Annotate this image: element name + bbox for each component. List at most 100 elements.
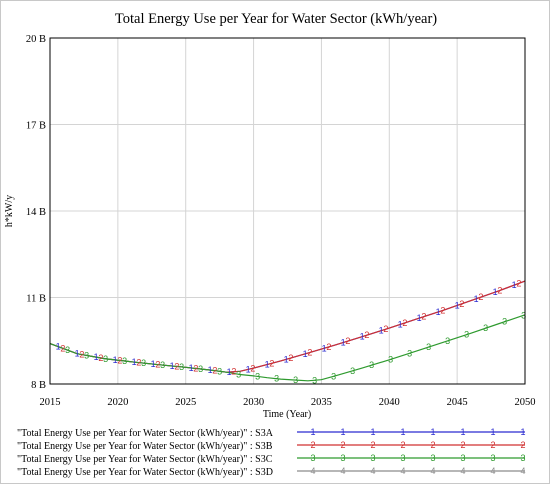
series-marker: 2 <box>117 355 122 365</box>
legend-marker: 4 <box>400 466 405 476</box>
series-marker: 1 <box>227 367 232 377</box>
series-marker: 3 <box>445 336 450 346</box>
legend-marker: 4 <box>310 466 315 476</box>
series-marker: 1 <box>303 349 308 359</box>
legend-marker: 3 <box>460 453 465 463</box>
series-marker: 3 <box>502 317 507 327</box>
legend-marker: 3 <box>370 453 375 463</box>
y-axis-label: h*kW/y <box>4 195 15 227</box>
legend-label: "Total Energy Use per Year for Water Sec… <box>17 467 273 478</box>
legend-marker: 2 <box>340 440 345 450</box>
y-tick-label: 20 B <box>26 34 46 45</box>
series-marker: 1 <box>341 338 346 348</box>
series-lines <box>49 280 526 382</box>
series-marker: 1 <box>208 365 213 375</box>
series-marker: 2 <box>212 366 217 376</box>
legend-marker: 3 <box>400 453 405 463</box>
series-marker: 3 <box>388 354 393 364</box>
legend-marker: 2 <box>490 440 495 450</box>
series-marker: 1 <box>455 300 460 310</box>
series-marker: 2 <box>155 360 160 370</box>
series-marker: 2 <box>459 299 464 309</box>
series-marker: 1 <box>151 359 156 369</box>
series-marker: 3 <box>331 371 336 381</box>
x-tick-label: 2030 <box>243 397 264 408</box>
series-marker: 3 <box>312 375 317 385</box>
series-marker: 1 <box>398 319 403 329</box>
series-marker: 1 <box>75 349 80 359</box>
series-marker: 3 <box>369 360 374 370</box>
series-marker: 1 <box>417 313 422 323</box>
legend-marker: 2 <box>370 440 375 450</box>
y-tick-label: 8 B <box>31 380 46 391</box>
series-line <box>49 314 526 382</box>
series-marker: 3 <box>236 369 241 379</box>
chart-title: Total Energy Use per Year for Water Sect… <box>115 11 437 27</box>
legend-marker: 1 <box>520 427 525 437</box>
legend-marker: 2 <box>400 440 405 450</box>
series-marker: 2 <box>326 342 331 352</box>
legend-marker: 4 <box>520 466 525 476</box>
legend-marker: 1 <box>490 427 495 437</box>
series-marker: 3 <box>160 360 165 370</box>
series-marker: 3 <box>521 310 526 320</box>
series-marker: 3 <box>84 350 89 360</box>
series-marker: 2 <box>136 358 141 368</box>
y-tick-label: 17 B <box>26 121 46 132</box>
y-tick-label: 14 B <box>26 207 46 218</box>
legend-marker: 1 <box>460 427 465 437</box>
legend-marker: 1 <box>370 427 375 437</box>
series-marker: 2 <box>98 353 103 363</box>
series-marker: 1 <box>113 355 118 365</box>
legend-marker: 4 <box>460 466 465 476</box>
series-marker: 1 <box>132 357 137 367</box>
series-marker: 1 <box>493 287 498 297</box>
legend-marker: 3 <box>430 453 435 463</box>
series-marker: 2 <box>193 363 198 373</box>
x-tick-label: 2045 <box>447 397 468 408</box>
legend-marker: 3 <box>340 453 345 463</box>
series-marker: 2 <box>307 348 312 358</box>
series-marker: 1 <box>379 326 384 336</box>
series-marker: 1 <box>189 363 194 373</box>
series-marker: 2 <box>288 353 293 363</box>
series-marker: 1 <box>474 294 479 304</box>
x-tick-label: 2035 <box>311 397 332 408</box>
x-tick-label: 2020 <box>107 397 128 408</box>
legend-label: "Total Energy Use per Year for Water Sec… <box>17 428 274 439</box>
y-tick-label: 11 B <box>26 294 46 305</box>
legend-marker: 1 <box>430 427 435 437</box>
series-marker: 2 <box>60 343 65 353</box>
series-marker: 1 <box>360 332 365 342</box>
legend-marker: 4 <box>490 466 495 476</box>
series-marker: 3 <box>122 356 127 366</box>
series-marker: 2 <box>516 278 521 288</box>
series-marker: 3 <box>103 354 108 364</box>
series-marker: 3 <box>141 358 146 368</box>
legend-marker: 3 <box>310 453 315 463</box>
series-marker: 2 <box>174 361 179 371</box>
legend: "Total Energy Use per Year for Water Sec… <box>17 427 526 478</box>
legend-marker: 3 <box>490 453 495 463</box>
legend-label: "Total Energy Use per Year for Water Sec… <box>17 441 273 452</box>
series-marker: 2 <box>440 305 445 315</box>
x-axis-label: Time (Year) <box>263 409 311 420</box>
series-marker: 3 <box>198 364 203 374</box>
y-tick-labels: 8 B 11 B 14 B 17 B 20 B <box>26 34 46 391</box>
legend-marker: 2 <box>520 440 525 450</box>
x-tick-label: 2040 <box>379 397 400 408</box>
legend-marker: 2 <box>430 440 435 450</box>
grid <box>50 38 525 384</box>
x-tick-labels: 2015 2020 2025 2030 2035 2040 2045 2050 <box>40 397 536 408</box>
series-marker: 2 <box>231 367 236 377</box>
series-marker: 1 <box>436 307 441 317</box>
series-marker: 2 <box>250 363 255 373</box>
series-marker: 2 <box>421 312 426 322</box>
series-marker: 3 <box>274 374 279 384</box>
series-marker: 1 <box>265 360 270 370</box>
legend-marker: 4 <box>340 466 345 476</box>
series-marker: 1 <box>322 343 327 353</box>
